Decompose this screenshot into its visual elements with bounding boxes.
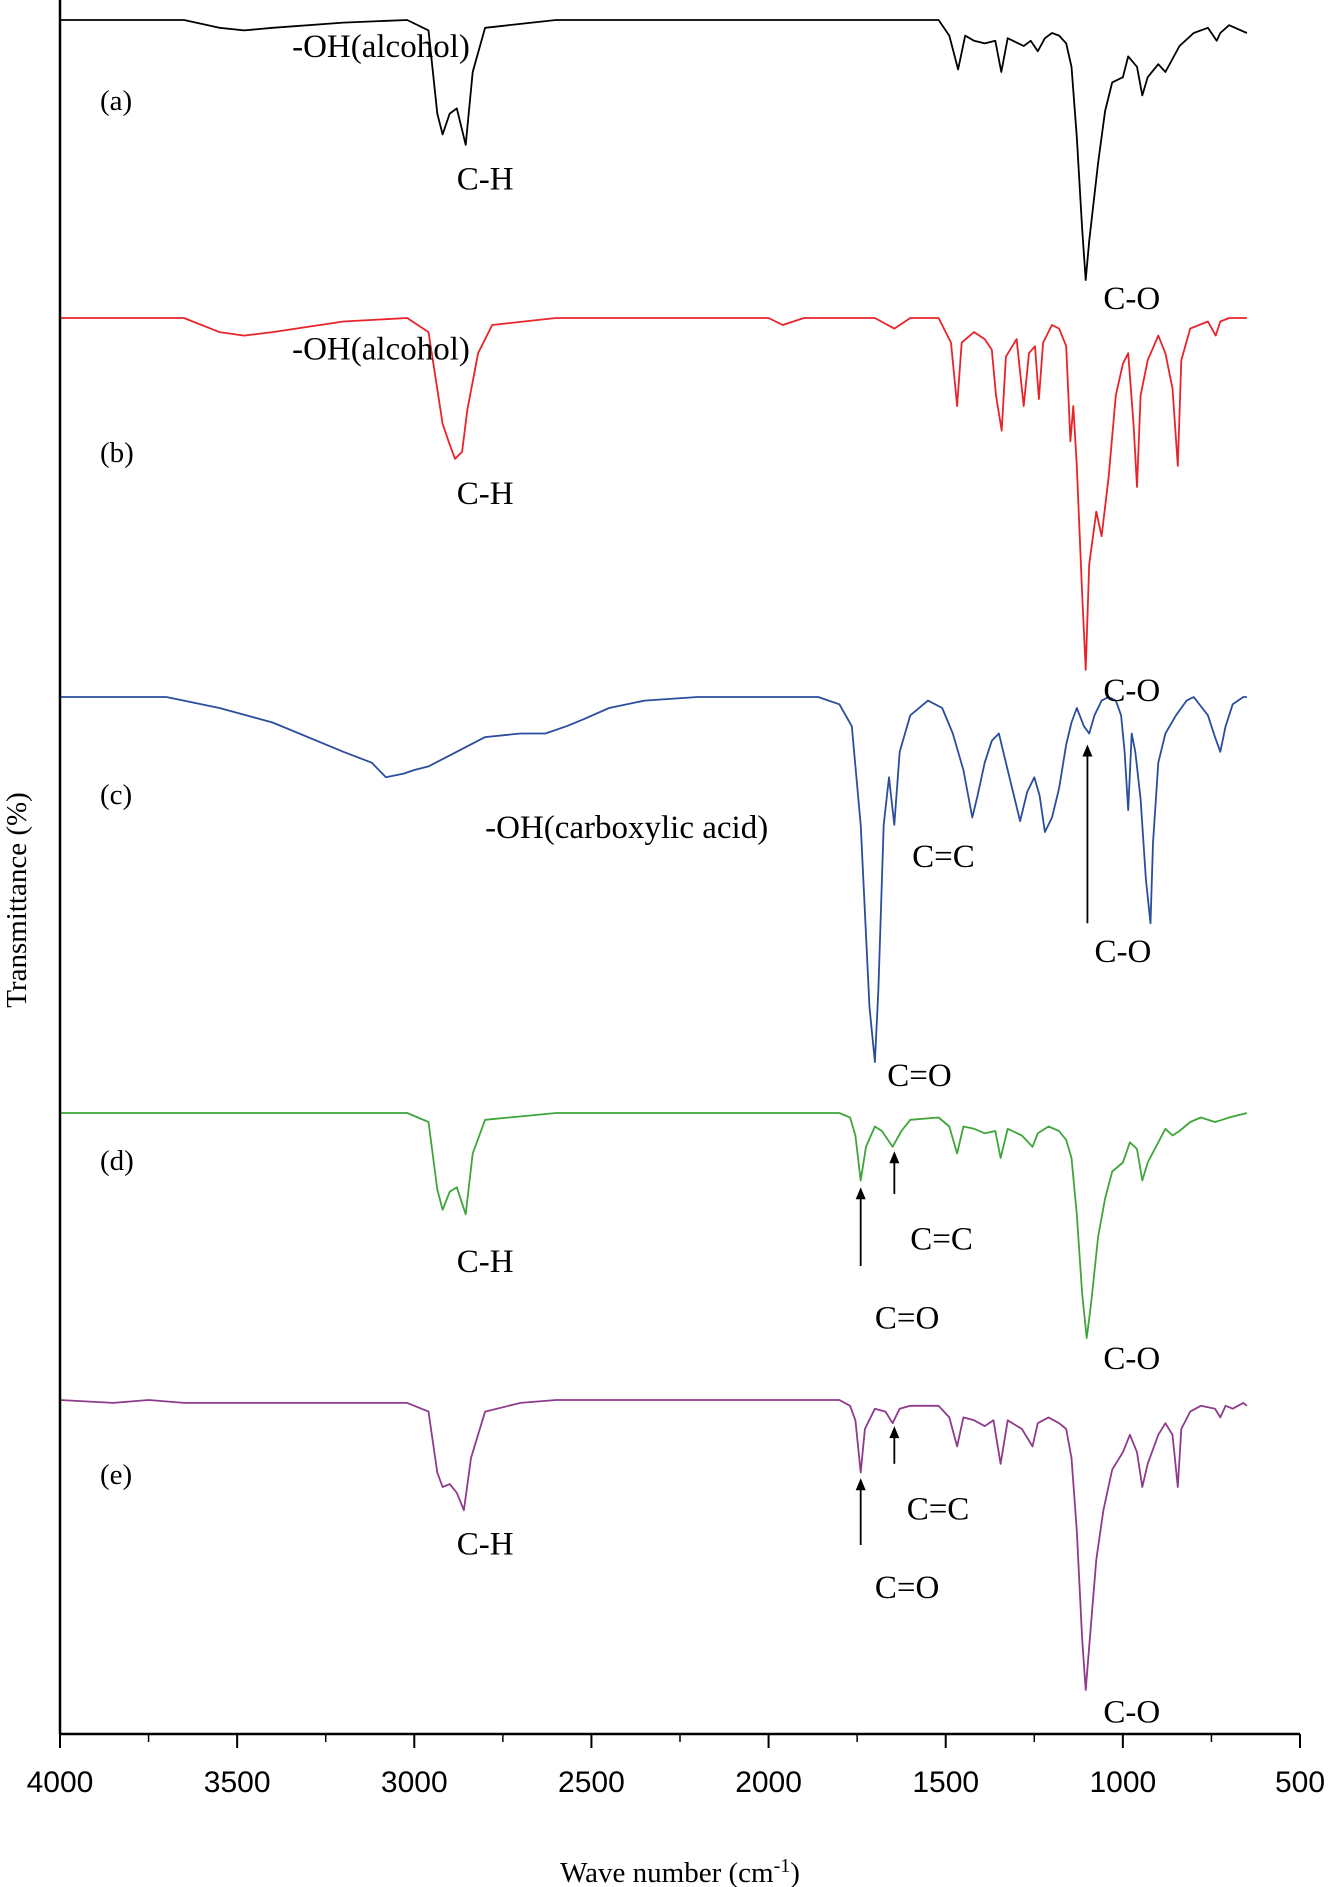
series-line-e — [59, 1399, 1248, 1691]
annotation-d-12: C-H — [457, 1244, 514, 1280]
x-tick-label-500: 500 — [1275, 1766, 1325, 1799]
x-axis-title-superscript: -1 — [774, 1855, 791, 1877]
series-line-b — [60, 317, 1247, 671]
x-tick-label-4000: 4000 — [27, 1766, 94, 1799]
x-ticks: 4000 3500 3000 2500 2000 1500 1000 500 — [27, 1734, 1325, 1799]
panel-label-d: (d) — [100, 1145, 134, 1177]
annotation-arrowhead-10 — [889, 1151, 900, 1164]
annotation-arrowhead-11 — [855, 1187, 866, 1200]
annotation-e-16: C-H — [457, 1527, 514, 1563]
annotation-arrowhead-9 — [1082, 744, 1093, 757]
panel-label-e: (e) — [100, 1459, 132, 1491]
x-axis-title: Wave number (cm-1) — [560, 1855, 800, 1887]
annotation-c-8: C=O — [887, 1058, 951, 1094]
annotation-arrowhead-15 — [855, 1478, 866, 1491]
annotation-c-9: C-O — [1095, 934, 1152, 970]
x-axis-title-close: ) — [790, 1857, 800, 1887]
x-tick-label-1000: 1000 — [1089, 1766, 1156, 1799]
annotation-e-15: C=O — [875, 1570, 939, 1606]
panel-label-a: (a) — [100, 85, 132, 117]
y-axis-title: Transmittance (%) — [1, 792, 33, 1008]
x-tick-label-3500: 3500 — [204, 1766, 271, 1799]
annotation-e-17: C-O — [1103, 1695, 1160, 1731]
x-tick-label-1500: 1500 — [912, 1766, 979, 1799]
annotation-a-0: -OH(alcohol) — [292, 29, 470, 65]
x-tick-label-2000: 2000 — [735, 1766, 802, 1799]
series-line-d — [60, 1112, 1248, 1339]
annotation-a-2: C-O — [1103, 281, 1160, 317]
annotation-b-5: C-O — [1103, 673, 1160, 709]
annotation-c-7: C=C — [912, 839, 975, 875]
x-tick-label-3000: 3000 — [381, 1766, 448, 1799]
annotation-a-1: C-H — [457, 162, 514, 198]
series-line-a — [60, 19, 1248, 281]
annotation-d-13: C-O — [1103, 1341, 1160, 1377]
panel-labels: (a) (b) (c) (d) (e) — [100, 85, 134, 1491]
annotation-b-4: C-H — [457, 476, 514, 512]
series-line-c — [60, 696, 1247, 1063]
annotation-arrowhead-14 — [889, 1426, 900, 1439]
x-tick-label-2500: 2500 — [558, 1766, 625, 1799]
annotation-e-14: C=C — [907, 1492, 970, 1528]
x-axis-title-main: Wave number (cm — [560, 1857, 774, 1887]
annotation-d-10: C=C — [910, 1222, 973, 1258]
annotation-d-11: C=O — [875, 1300, 939, 1336]
panel-label-c: (c) — [100, 779, 132, 811]
annotation-b-3: -OH(alcohol) — [292, 332, 470, 368]
panel-label-b: (b) — [100, 437, 134, 469]
spectra-traces — [59, 19, 1248, 1691]
annotation-c-6: -OH(carboxylic acid) — [485, 810, 768, 846]
peak-annotations: -OH(alcohol) C-H C-O -OH(alcohol) C-H C-O -OH(… — [292, 29, 1160, 1731]
